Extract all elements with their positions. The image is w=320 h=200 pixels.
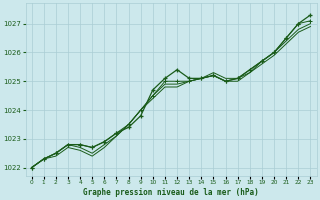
X-axis label: Graphe pression niveau de la mer (hPa): Graphe pression niveau de la mer (hPa) — [83, 188, 259, 197]
